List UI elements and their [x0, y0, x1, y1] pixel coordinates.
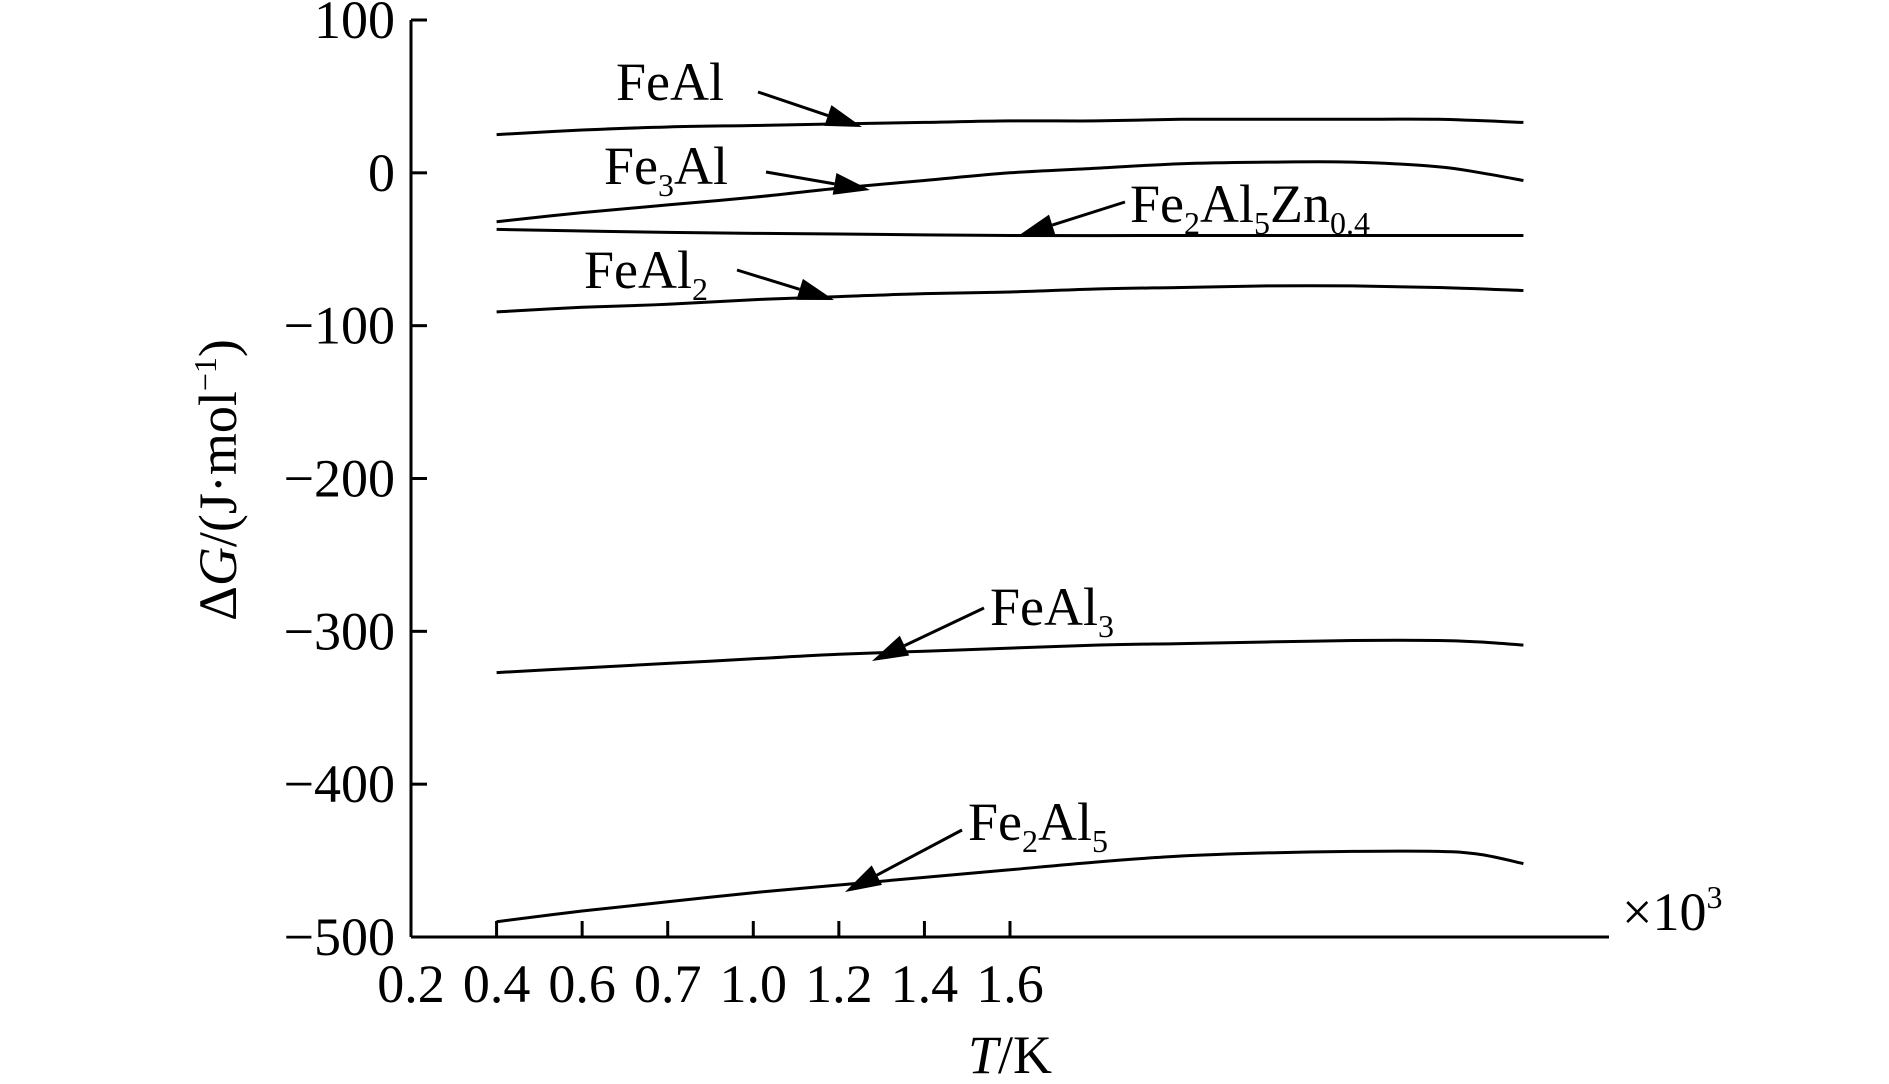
series-line-0 [496, 117, 1524, 137]
label-arrowhead-0 [824, 105, 862, 127]
label-arrowhead-2 [1018, 214, 1056, 236]
series-line-3 [496, 284, 1524, 314]
y-tick-label: −300 [284, 601, 395, 661]
series-label-4: FeAl3 [990, 577, 1114, 644]
label-arrowhead-5 [845, 865, 882, 892]
series-line-2 [496, 227, 1524, 238]
label-arrowhead-1 [832, 173, 870, 195]
label-arrowhead-4 [872, 635, 910, 661]
series-lines [496, 117, 1524, 924]
x-tick-label: 1.4 [891, 954, 959, 1014]
x-tick-label: 1.2 [805, 954, 873, 1014]
series-label-0: FeAl [616, 52, 724, 112]
series-line-1 [496, 160, 1524, 224]
series-line-4 [496, 638, 1524, 675]
y-tick-label: −200 [284, 449, 395, 509]
series-label-3: FeAl2 [584, 240, 708, 307]
series-label-5: Fe2Al5 [968, 792, 1108, 859]
y-ticks: 100 0 −100 −200 −300 −400 −500 [284, 0, 427, 967]
series-label-1: Fe3Al [604, 136, 728, 203]
label-arrow-4 [903, 606, 985, 647]
label-arrow-1 [765, 170, 835, 186]
x-tick-label: 0.6 [548, 954, 616, 1014]
label-arrow-5 [876, 828, 963, 877]
x-tick-label: 0.4 [463, 954, 531, 1014]
label-arrow-3 [736, 268, 801, 291]
plot-area: 100 0 −100 −200 −300 −400 −500 0.2 0.4 0.6 0.7 1.0… [284, 0, 1609, 1014]
x-tick-label: 1.6 [976, 954, 1044, 1014]
y-tick-label: 100 [314, 0, 395, 50]
y-axis-title: ΔG/(J·mol−1) [187, 339, 248, 621]
y-tick-label: −100 [284, 296, 395, 356]
x-tick-label: 0.2 [377, 954, 445, 1014]
x-ticks: 0.2 0.4 0.6 0.7 1.0 1.2 1.4 1.6 [377, 921, 1044, 1014]
series-label-2: Fe2Al5Zn0.4 [1130, 174, 1370, 241]
x-tick-label: 1.0 [720, 954, 788, 1014]
series-labels: FeAl Fe3Al Fe2Al5Zn0.4 FeAl2 FeAl3 Fe2Al5 [584, 52, 1370, 892]
label-arrow-0 [757, 90, 829, 117]
x-tick-label: 0.7 [634, 954, 702, 1014]
y-tick-label: 0 [368, 143, 395, 203]
x-axis-title: T/K [968, 1025, 1052, 1084]
x-multiplier: ×103 [1622, 879, 1722, 942]
label-arrow-2 [1051, 200, 1126, 227]
y-tick-label: −500 [284, 907, 395, 967]
y-tick-label: −400 [284, 754, 395, 814]
label-arrowhead-3 [796, 278, 834, 300]
series-line-5 [496, 849, 1524, 924]
